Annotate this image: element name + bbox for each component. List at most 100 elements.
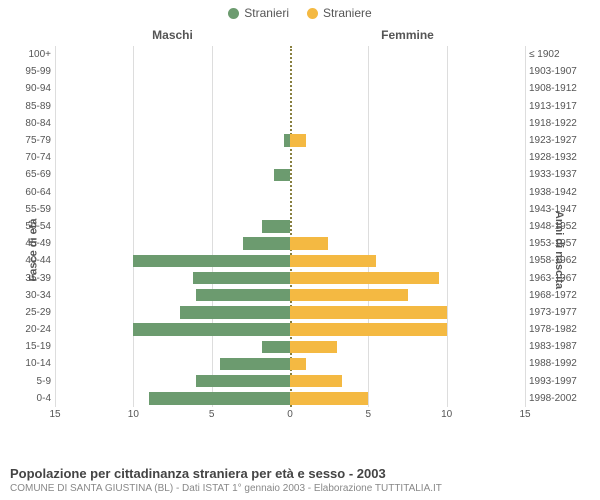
bar-row <box>55 355 525 372</box>
y-left-label: 90-94 <box>0 80 55 97</box>
y-right-label: 1978-1982 <box>525 321 600 338</box>
bar-male <box>193 272 290 284</box>
y-right-label: 1968-1972 <box>525 287 600 304</box>
bar-male <box>180 306 290 318</box>
y-left-label: 10-14 <box>0 355 55 372</box>
x-tick: 15 <box>49 409 60 420</box>
column-titles: Maschi Femmine <box>55 28 525 42</box>
y-right-label: 1998-2002 <box>525 390 600 407</box>
y-left-label: 50-54 <box>0 218 55 235</box>
bar-row <box>55 132 525 149</box>
bar-row <box>55 235 525 252</box>
bar-row <box>55 115 525 132</box>
bar-row <box>55 184 525 201</box>
y-right-label: 1943-1947 <box>525 201 600 218</box>
y-left-label: 70-74 <box>0 149 55 166</box>
y-right-label: 1928-1932 <box>525 149 600 166</box>
bar-female <box>290 237 328 249</box>
y-left-label: 75-79 <box>0 132 55 149</box>
bar-female <box>290 255 376 267</box>
bar-female <box>290 392 368 404</box>
bar-male <box>220 358 291 370</box>
y-left-label: 0-4 <box>0 390 55 407</box>
y-left-label: 15-19 <box>0 338 55 355</box>
y-right-label: 1993-1997 <box>525 373 600 390</box>
y-right-label: 1948-1952 <box>525 218 600 235</box>
bar-female <box>290 289 408 301</box>
legend-item-male: Stranieri <box>228 6 289 20</box>
y-left-label: 45-49 <box>0 235 55 252</box>
y-right-label: ≤ 1902 <box>525 46 600 63</box>
y-left-label: 60-64 <box>0 184 55 201</box>
y-left-label: 30-34 <box>0 287 55 304</box>
y-right-label: 1908-1912 <box>525 80 600 97</box>
bar-male <box>133 255 290 267</box>
bar-male <box>262 220 290 232</box>
col-title-female: Femmine <box>290 28 525 42</box>
y-left-label: 95-99 <box>0 63 55 80</box>
bar-row <box>55 98 525 115</box>
bar-row <box>55 80 525 97</box>
bar-row <box>55 338 525 355</box>
y-left-label: 65-69 <box>0 166 55 183</box>
bar-male <box>274 169 290 181</box>
bar-female <box>290 341 337 353</box>
bar-row <box>55 218 525 235</box>
y-left-label: 80-84 <box>0 115 55 132</box>
footer: Popolazione per cittadinanza straniera p… <box>10 466 590 494</box>
col-title-male: Maschi <box>55 28 290 42</box>
bar-row <box>55 149 525 166</box>
bar-row <box>55 46 525 63</box>
bar-male <box>196 375 290 387</box>
y-right-label: 1933-1937 <box>525 166 600 183</box>
y-right-label: 1923-1927 <box>525 132 600 149</box>
chart-area: Maschi Femmine 05101551015 <box>55 28 525 425</box>
x-tick: 15 <box>519 409 530 420</box>
bar-row <box>55 321 525 338</box>
bar-female <box>290 272 439 284</box>
bar-male <box>262 341 290 353</box>
y-right-label: 1983-1987 <box>525 338 600 355</box>
y-left-label: 85-89 <box>0 98 55 115</box>
bar-row <box>55 63 525 80</box>
bar-row <box>55 269 525 286</box>
y-right-label: 1963-1967 <box>525 269 600 286</box>
y-right-label: 1938-1942 <box>525 184 600 201</box>
y-right-label: 1953-1957 <box>525 235 600 252</box>
swatch-male <box>228 8 239 19</box>
bar-male <box>196 289 290 301</box>
bar-row <box>55 373 525 390</box>
legend-label-female: Straniere <box>323 6 372 20</box>
bar-rows <box>55 46 525 407</box>
legend-label-male: Stranieri <box>244 6 289 20</box>
y-left-label: 40-44 <box>0 252 55 269</box>
bar-row <box>55 390 525 407</box>
y-right-label: 1958-1962 <box>525 252 600 269</box>
y-left-label: 20-24 <box>0 321 55 338</box>
bar-female <box>290 134 306 146</box>
footer-subtitle: COMUNE DI SANTA GIUSTINA (BL) - Dati IST… <box>10 483 590 494</box>
bar-male <box>243 237 290 249</box>
y-left-label: 35-39 <box>0 269 55 286</box>
y-right-label: 1973-1977 <box>525 304 600 321</box>
y-left-label: 100+ <box>0 46 55 63</box>
bar-row <box>55 201 525 218</box>
y-right-label: 1918-1922 <box>525 115 600 132</box>
bar-row <box>55 166 525 183</box>
bar-row <box>55 252 525 269</box>
y-axis-left-labels: 100+95-9990-9485-8980-8475-7970-7465-696… <box>0 46 55 407</box>
y-right-label: 1913-1917 <box>525 98 600 115</box>
y-left-label: 25-29 <box>0 304 55 321</box>
grid-line <box>525 46 526 407</box>
bar-female <box>290 323 447 335</box>
x-tick: 5 <box>209 409 215 420</box>
y-axis-right-labels: ≤ 19021903-19071908-19121913-19171918-19… <box>525 46 600 407</box>
bar-female <box>290 306 447 318</box>
bar-row <box>55 287 525 304</box>
bar-row <box>55 304 525 321</box>
legend: Stranieri Straniere <box>0 0 600 20</box>
swatch-female <box>307 8 318 19</box>
y-right-label: 1903-1907 <box>525 63 600 80</box>
bar-male <box>149 392 290 404</box>
y-right-label: 1988-1992 <box>525 355 600 372</box>
